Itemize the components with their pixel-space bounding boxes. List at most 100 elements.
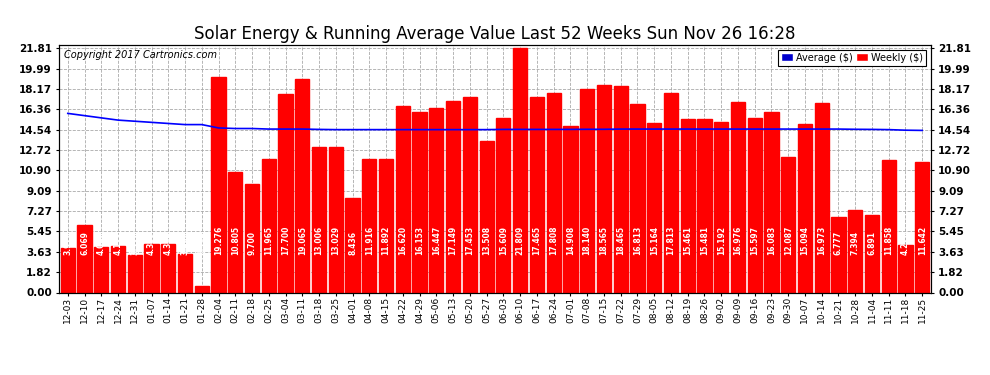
- Bar: [379, 159, 393, 292]
- Bar: [530, 97, 544, 292]
- Text: 15.094: 15.094: [801, 226, 810, 255]
- Bar: [647, 123, 661, 292]
- Text: 4.040: 4.040: [97, 231, 106, 255]
- Bar: [631, 104, 644, 292]
- Text: 9.700: 9.700: [248, 231, 256, 255]
- Bar: [346, 198, 359, 292]
- Bar: [462, 97, 477, 292]
- Bar: [228, 171, 243, 292]
- Text: 11.965: 11.965: [264, 226, 273, 255]
- Text: 4.276: 4.276: [901, 231, 910, 255]
- Text: 15.461: 15.461: [683, 226, 692, 255]
- Text: 0.554: 0.554: [197, 232, 206, 255]
- Text: 16.083: 16.083: [767, 226, 776, 255]
- Text: 7.394: 7.394: [850, 231, 859, 255]
- Text: 16.976: 16.976: [734, 226, 742, 255]
- Bar: [546, 93, 560, 292]
- Bar: [161, 244, 175, 292]
- Bar: [94, 247, 109, 292]
- Text: 18.565: 18.565: [599, 226, 609, 255]
- Bar: [77, 225, 92, 292]
- Text: 4.111: 4.111: [114, 231, 123, 255]
- Text: 13.508: 13.508: [482, 226, 491, 255]
- Bar: [580, 90, 594, 292]
- Bar: [496, 118, 511, 292]
- Bar: [295, 79, 310, 292]
- Bar: [731, 102, 745, 292]
- Bar: [128, 255, 142, 292]
- Text: 11.858: 11.858: [884, 226, 893, 255]
- Bar: [815, 102, 829, 292]
- Bar: [664, 93, 678, 292]
- Text: 18.465: 18.465: [616, 226, 625, 255]
- Bar: [430, 108, 444, 292]
- Bar: [781, 157, 795, 292]
- Text: 17.149: 17.149: [448, 226, 457, 255]
- Bar: [396, 106, 410, 292]
- Text: 14.908: 14.908: [566, 226, 575, 255]
- Text: 10.805: 10.805: [231, 226, 240, 255]
- Text: 16.153: 16.153: [415, 226, 424, 255]
- Text: 15.481: 15.481: [700, 226, 709, 255]
- Text: 16.620: 16.620: [398, 226, 407, 255]
- Text: 19.276: 19.276: [214, 226, 223, 255]
- Text: 17.700: 17.700: [281, 226, 290, 255]
- Text: 6.777: 6.777: [834, 231, 842, 255]
- Bar: [413, 112, 427, 292]
- Bar: [261, 159, 276, 292]
- Text: 3.310: 3.310: [131, 231, 140, 255]
- Text: 4.354: 4.354: [163, 232, 173, 255]
- Bar: [898, 244, 913, 292]
- Bar: [329, 147, 343, 292]
- Bar: [832, 217, 845, 292]
- Text: 6.891: 6.891: [867, 231, 876, 255]
- Text: 17.465: 17.465: [533, 226, 542, 255]
- Text: 18.140: 18.140: [583, 226, 592, 255]
- Text: Copyright 2017 Cartronics.com: Copyright 2017 Cartronics.com: [63, 50, 217, 60]
- Bar: [714, 123, 729, 292]
- Bar: [513, 48, 528, 292]
- Text: 17.813: 17.813: [666, 226, 675, 255]
- Bar: [747, 118, 762, 292]
- Bar: [614, 86, 628, 292]
- Text: 6.069: 6.069: [80, 231, 89, 255]
- Bar: [680, 119, 695, 292]
- Bar: [362, 159, 376, 292]
- Text: 11.892: 11.892: [381, 226, 391, 255]
- Bar: [882, 160, 896, 292]
- Text: 15.164: 15.164: [649, 226, 658, 255]
- Bar: [764, 112, 778, 292]
- Text: 21.809: 21.809: [516, 226, 525, 255]
- Bar: [446, 100, 460, 292]
- Text: 16.973: 16.973: [817, 226, 827, 255]
- Legend: Average ($), Weekly ($): Average ($), Weekly ($): [778, 50, 926, 66]
- Bar: [145, 244, 158, 292]
- Bar: [865, 215, 879, 292]
- Text: 15.597: 15.597: [750, 226, 759, 255]
- Bar: [563, 126, 577, 292]
- Bar: [479, 141, 494, 292]
- Bar: [111, 246, 125, 292]
- Text: 12.087: 12.087: [784, 226, 793, 255]
- Text: 3.465: 3.465: [180, 232, 189, 255]
- Text: 19.065: 19.065: [298, 226, 307, 255]
- Bar: [848, 210, 862, 292]
- Bar: [597, 85, 611, 292]
- Text: 15.609: 15.609: [499, 226, 508, 255]
- Text: 15.192: 15.192: [717, 226, 726, 255]
- Text: 17.453: 17.453: [465, 226, 474, 255]
- Text: 11.916: 11.916: [365, 226, 374, 255]
- Text: 17.808: 17.808: [549, 226, 558, 255]
- Bar: [195, 286, 209, 292]
- Bar: [178, 254, 192, 292]
- Text: 16.447: 16.447: [432, 226, 441, 255]
- Text: 11.642: 11.642: [918, 226, 927, 255]
- Text: 13.006: 13.006: [315, 226, 324, 255]
- Text: 3.975: 3.975: [63, 231, 72, 255]
- Bar: [212, 77, 226, 292]
- Bar: [697, 119, 712, 292]
- Bar: [278, 94, 293, 292]
- Bar: [245, 184, 259, 292]
- Bar: [798, 123, 812, 292]
- Bar: [60, 248, 75, 292]
